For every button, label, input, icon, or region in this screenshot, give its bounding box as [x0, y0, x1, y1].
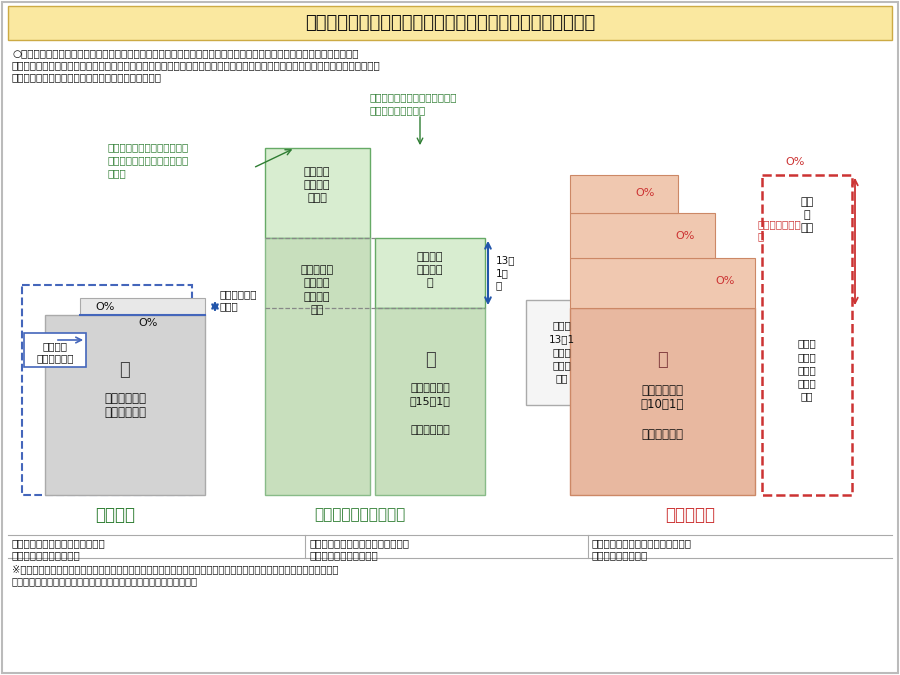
Bar: [8, 6, 892, 40]
Text: 現行の
13対1
相当の
要件を
適用: 現行の 13対1 相当の 要件を 適用: [549, 321, 575, 383]
Text: 看護職員配置: 看護職員配置: [410, 383, 450, 393]
Bar: [265, 238, 370, 495]
Text: 急性期医療: 急性期医療: [665, 506, 715, 524]
Text: ＋: ＋: [425, 351, 436, 369]
Bar: [375, 308, 485, 495]
Text: 長期療養～急性期医療: 長期療養～急性期医療: [314, 508, 406, 522]
Text: 一般病棟入院基本料（１３対１、１: 一般病棟入院基本料（１３対１、１: [310, 538, 410, 548]
Text: 看護職員配置: 看護職員配置: [104, 392, 146, 404]
Text: ２５対１）を再編・統合: ２５対１）を再編・統合: [12, 550, 81, 560]
Text: 医療区分の患
者割合: 医療区分の患 者割合: [220, 289, 257, 311]
Text: （10対1）: （10対1）: [640, 398, 684, 410]
Text: ○　将来的な入院医療需要の変動にも弾力的に対応できるよう、現行の一般病棟入院基本料、療養病棟入院基本料等につい: ○ 将来的な入院医療需要の変動にも弾力的に対応できるよう、現行の一般病棟入院基本…: [12, 48, 358, 58]
Bar: [570, 175, 678, 213]
Text: 二つの評価の組合せによる入院医療の評価体系（イメージ）: 二つの評価の組合せによる入院医療の評価体系（イメージ）: [305, 14, 595, 32]
Text: 現行の
７対１
相当の
要件を
適用: 現行の ７対１ 相当の 要件を 適用: [797, 339, 816, 402]
Bar: [45, 315, 205, 495]
Text: O%: O%: [95, 302, 114, 312]
Text: ７対
１
相当: ７対 １ 相当: [800, 197, 814, 233]
Text: O%: O%: [786, 157, 805, 167]
Bar: [80, 298, 205, 315]
Text: 長期療養: 長期療養: [95, 506, 135, 524]
Text: （２５対１）: （２５対１）: [36, 353, 74, 363]
Bar: [570, 258, 755, 308]
Text: 対１）を再編・統合: 対１）を再編・統合: [592, 550, 648, 560]
Text: 一般病棟入院基本料（７対１、１０: 一般病棟入院基本料（７対１、１０: [592, 538, 692, 548]
Bar: [526, 300, 598, 405]
Bar: [375, 238, 485, 308]
Text: ※　特定機能病院、専門病院、精神病棟、結核病棟、障害者施設等、その他の特定入院料等については、特定の機能や対: ※ 特定機能病院、専門病院、精神病棟、結核病棟、障害者施設等、その他の特定入院料…: [12, 564, 338, 574]
Text: 象患者を想定した入院料ため、上記のイメージには含めていない。: 象患者を想定した入院料ため、上記のイメージには含めていない。: [12, 576, 198, 586]
Text: O%: O%: [635, 188, 654, 198]
Text: ５対１）等を再編・統合: ５対１）等を再編・統合: [310, 550, 379, 560]
Text: 平均在院日数: 平均在院日数: [641, 429, 683, 441]
Bar: [24, 333, 86, 367]
Text: O%: O%: [716, 276, 734, 286]
Text: O%: O%: [675, 231, 695, 241]
Bar: [22, 285, 192, 495]
Bar: [762, 175, 852, 495]
Text: 平均在院日数: 平均在院日数: [410, 425, 450, 435]
Text: 療養病棟入院基本料（２０対１、: 療養病棟入院基本料（２０対１、: [12, 538, 106, 548]
Bar: [265, 148, 370, 238]
Text: 急性期の
受入実績
等: 急性期の 受入実績 等: [417, 252, 443, 288]
Text: （２０対１）: （２０対１）: [104, 406, 146, 418]
Text: O%: O%: [139, 318, 158, 328]
Text: 経過措置: 経過措置: [42, 341, 68, 351]
Text: 看護職員配置: 看護職員配置: [641, 383, 683, 396]
Text: 13対
1相
当: 13対 1相 当: [496, 256, 516, 290]
Text: ＋: ＋: [120, 361, 130, 379]
Bar: [570, 213, 715, 258]
Bar: [570, 308, 755, 495]
Text: ＋: ＋: [657, 351, 668, 369]
Text: て、３つの機能を軸に、入院料（施設基準）による評価（基本部分）と、診療実績に応じた段階的な評価（実績部分）との、組み: て、３つの機能を軸に、入院料（施設基準）による評価（基本部分）と、診療実績に応じ…: [12, 60, 381, 70]
Text: 合わせによる評価体系に再編・統合してはどうか。: 合わせによる評価体系に再編・統合してはどうか。: [12, 72, 162, 82]
Text: 急性期の患者割
合: 急性期の患者割 合: [758, 219, 802, 241]
Text: 地域包括ケア病棟入院料（特定
入院料、包括評価）: 地域包括ケア病棟入院料（特定 入院料、包括評価）: [370, 92, 457, 115]
Text: 回復期リハビリテーション病
棟入院料（特定入院料、包括
評価）: 回復期リハビリテーション病 棟入院料（特定入院料、包括 評価）: [108, 142, 189, 178]
Text: 自宅等か
らの受入
実績等: 自宅等か らの受入 実績等: [304, 167, 330, 203]
Text: リハビリに
よる機能
回復の実
績等: リハビリに よる機能 回復の実 績等: [301, 265, 334, 315]
Text: （15対1）: （15対1）: [410, 396, 450, 406]
